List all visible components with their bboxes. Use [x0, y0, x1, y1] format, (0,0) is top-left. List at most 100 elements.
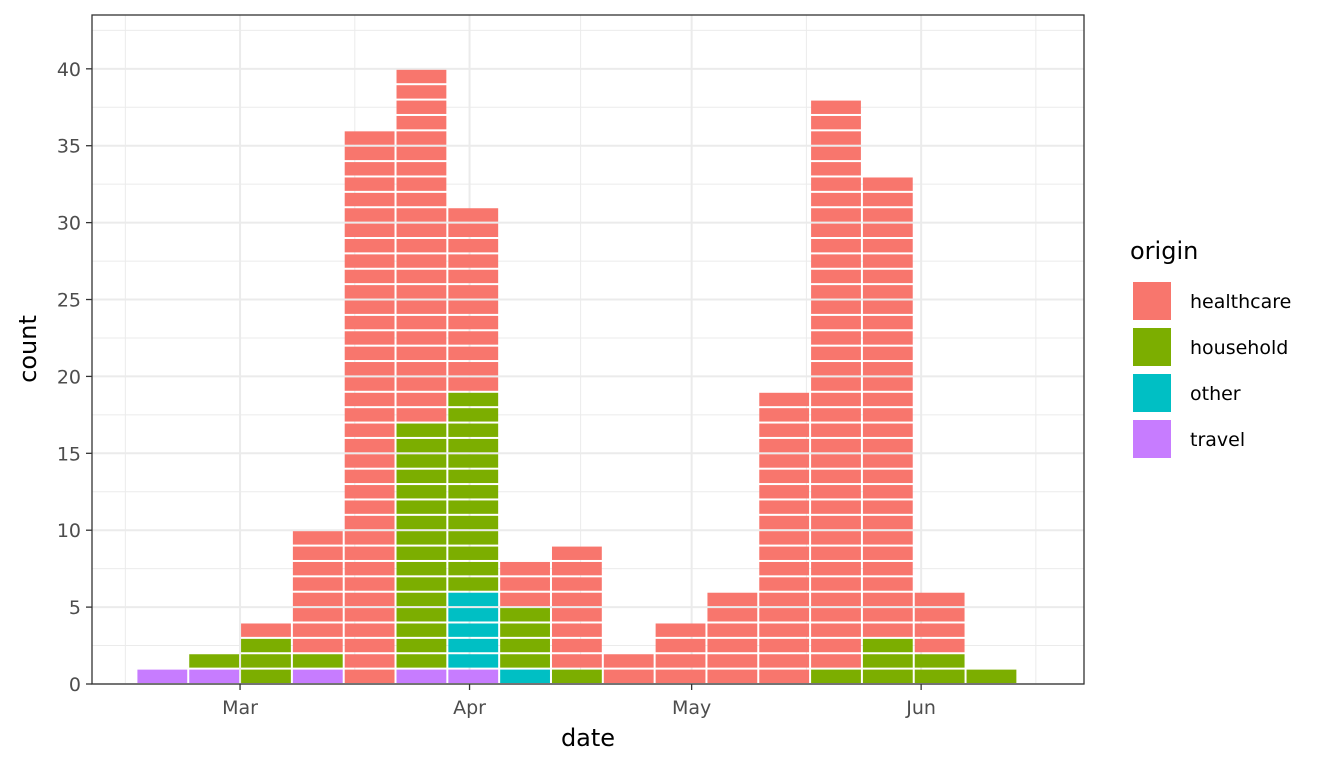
bar-tile-healthcare [811, 423, 861, 437]
bar-tile-healthcare [811, 654, 861, 668]
bar-tile-healthcare [759, 654, 810, 668]
bar-tile-household [448, 515, 499, 530]
bar-tile-healthcare [862, 515, 913, 530]
bar-tile-healthcare [344, 608, 395, 622]
bar-tile-healthcare [448, 285, 499, 299]
bar-tile-healthcare [551, 577, 602, 591]
bar-tile-healthcare [396, 115, 447, 130]
bar-tile-healthcare [811, 546, 861, 560]
bar-tile-healthcare [811, 300, 861, 314]
legend-title: origin [1130, 237, 1198, 265]
bar-tile-healthcare [344, 531, 395, 545]
bar-tile-household [862, 638, 913, 653]
bar-tile-healthcare [344, 500, 395, 514]
bar-tile-healthcare [292, 592, 343, 607]
bar-tile-household [448, 454, 499, 468]
bar-tile-healthcare [344, 362, 395, 376]
bar-tile-healthcare [862, 223, 913, 237]
bar-tile-healthcare [811, 377, 861, 391]
bar-tile-healthcare [551, 654, 602, 668]
bar-tile-household [396, 515, 447, 530]
bar-tile-healthcare [759, 485, 810, 499]
bar-tile-household [448, 438, 499, 453]
bar-tile-healthcare [811, 223, 861, 237]
bar-tile-healthcare [551, 608, 602, 622]
bar-tile-healthcare [655, 669, 706, 683]
bar-tile-healthcare [344, 392, 395, 407]
bar-tile-healthcare [292, 531, 343, 545]
bar-tile-household [811, 669, 861, 683]
bar-tile-travel [137, 669, 188, 683]
bar-tile-healthcare [396, 377, 447, 391]
bar-tile-healthcare [811, 500, 861, 514]
bar-tile-healthcare [396, 285, 447, 299]
bar-tile-household [500, 654, 550, 668]
bar-tile-healthcare [292, 546, 343, 560]
bar-tile-healthcare [292, 561, 343, 576]
bar-tile-healthcare [759, 638, 810, 653]
bar-tile-healthcare [759, 608, 810, 622]
bar-tile-healthcare [448, 208, 499, 222]
bar-tile-healthcare [396, 362, 447, 376]
y-tick-label: 10 [57, 520, 81, 542]
bar-tile-healthcare [862, 561, 913, 576]
bar-tile-healthcare [862, 485, 913, 499]
bar-tile-healthcare [811, 485, 861, 499]
bar-tile-healthcare [396, 315, 447, 330]
bar-tile-healthcare [862, 423, 913, 437]
bar-tile-household [241, 654, 291, 668]
bar-tile-healthcare [811, 346, 861, 361]
bar-tile-healthcare [759, 623, 810, 637]
bar-tile-healthcare [759, 592, 810, 607]
bar-tile-healthcare [811, 285, 861, 299]
bar-tile-healthcare [707, 638, 758, 653]
bar-tile-household [396, 531, 447, 545]
bar-tile-healthcare [344, 469, 395, 484]
bar-tile-healthcare [759, 454, 810, 468]
bar-tile-other [448, 623, 499, 637]
bar-tile-healthcare [551, 638, 602, 653]
bar-tile-healthcare [759, 423, 810, 437]
bar-tile-healthcare [811, 408, 861, 422]
bar-tile-healthcare [862, 239, 913, 253]
bar-tile-healthcare [862, 469, 913, 484]
bar-tile-household [396, 454, 447, 468]
bar-tile-healthcare [914, 608, 965, 622]
bar-tile-healthcare [344, 515, 395, 530]
bar-tile-healthcare [862, 408, 913, 422]
bar-tile-healthcare [500, 577, 550, 591]
bar-tile-healthcare [811, 162, 861, 176]
legend-key-household [1133, 328, 1171, 366]
bar-tile-healthcare [603, 654, 654, 668]
bar-tile-healthcare [396, 300, 447, 314]
bar-tile-healthcare [759, 392, 810, 407]
bar-tile-healthcare [344, 208, 395, 222]
bar-tile-healthcare [292, 638, 343, 653]
bar-tile-healthcare [344, 654, 395, 668]
bar-tile-household [396, 592, 447, 607]
bar-tile-healthcare [811, 454, 861, 468]
bar-tile-household [396, 608, 447, 622]
bar-tile-household [448, 392, 499, 407]
bar-tile-healthcare [500, 592, 550, 607]
bar-tile-healthcare [707, 654, 758, 668]
bar-tile-healthcare [655, 623, 706, 637]
bar-tile-healthcare [759, 469, 810, 484]
bar-tile-healthcare [759, 515, 810, 530]
bar-tile-healthcare [862, 608, 913, 622]
bar-tile-healthcare [551, 623, 602, 637]
bar-tile-healthcare [448, 362, 499, 376]
bar-tile-healthcare [344, 408, 395, 422]
bar-tile-healthcare [396, 85, 447, 99]
bar-tile-healthcare [862, 546, 913, 560]
bar-tile-healthcare [811, 315, 861, 330]
bar-tile-healthcare [344, 623, 395, 637]
bar-tile-healthcare [707, 623, 758, 637]
bar-tile-household [448, 577, 499, 591]
y-tick-label: 25 [57, 290, 81, 312]
bar-tile-healthcare [344, 638, 395, 653]
bar-tile-healthcare [292, 623, 343, 637]
bar-tile-healthcare [344, 223, 395, 237]
y-tick-label: 35 [57, 136, 81, 158]
